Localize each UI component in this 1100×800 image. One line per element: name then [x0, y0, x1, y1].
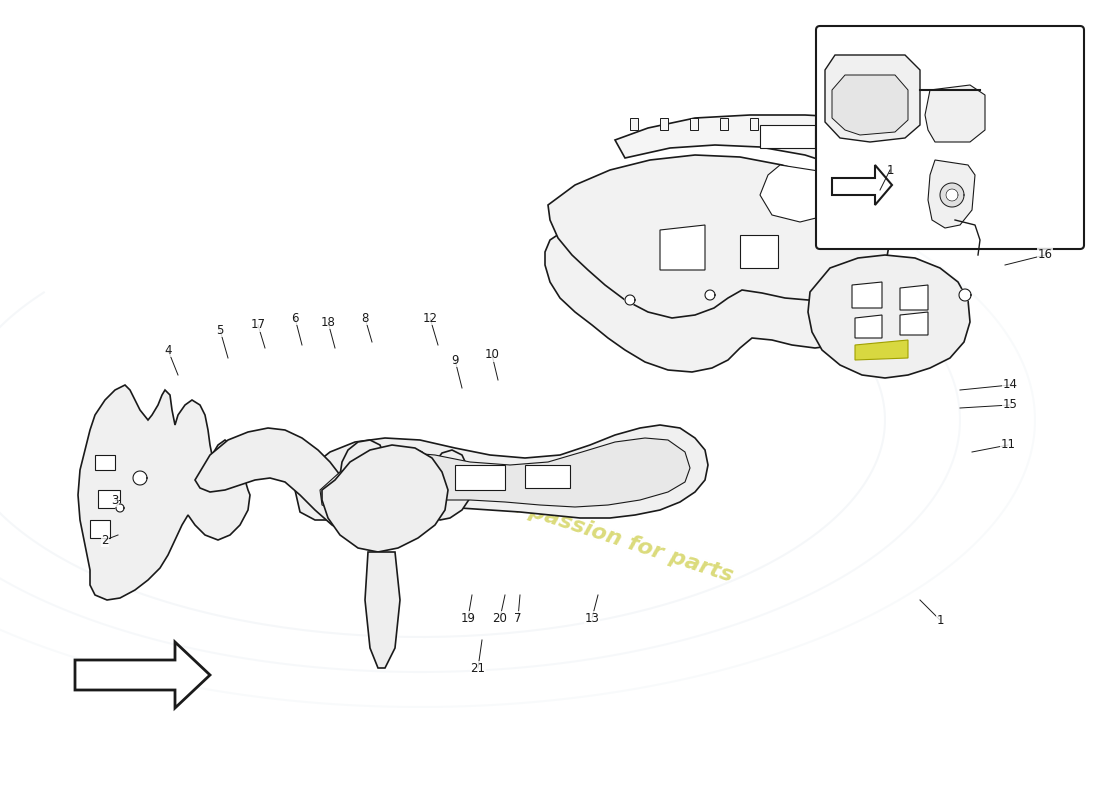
Polygon shape — [630, 118, 638, 130]
Text: 85: 85 — [880, 176, 949, 224]
Polygon shape — [925, 85, 985, 142]
Polygon shape — [705, 290, 715, 300]
Polygon shape — [75, 642, 210, 708]
Polygon shape — [660, 118, 668, 130]
Text: 7: 7 — [515, 611, 521, 625]
Polygon shape — [750, 118, 758, 130]
Polygon shape — [820, 180, 892, 242]
Text: 1: 1 — [936, 614, 944, 626]
Polygon shape — [95, 455, 116, 470]
Polygon shape — [690, 118, 698, 130]
Text: EL: EL — [910, 101, 1016, 179]
Polygon shape — [625, 295, 635, 305]
Text: 3: 3 — [111, 494, 119, 506]
Polygon shape — [850, 118, 858, 130]
Polygon shape — [760, 125, 815, 148]
Text: 19: 19 — [461, 611, 475, 625]
Polygon shape — [959, 289, 971, 301]
Polygon shape — [720, 118, 728, 130]
Text: 16: 16 — [1037, 249, 1053, 262]
Text: 14: 14 — [1002, 378, 1018, 391]
Polygon shape — [195, 428, 472, 538]
Polygon shape — [832, 165, 892, 205]
Text: 13: 13 — [584, 611, 600, 625]
Text: a passion for parts: a passion for parts — [505, 494, 735, 586]
Text: 11: 11 — [1001, 438, 1015, 451]
Text: S: S — [1010, 135, 1062, 205]
Polygon shape — [322, 445, 448, 552]
Polygon shape — [760, 165, 840, 222]
Polygon shape — [855, 315, 882, 338]
Polygon shape — [965, 118, 974, 130]
Polygon shape — [116, 504, 124, 512]
Polygon shape — [832, 75, 908, 135]
Polygon shape — [544, 198, 888, 372]
Text: 20: 20 — [493, 611, 507, 625]
Polygon shape — [660, 225, 705, 270]
Polygon shape — [365, 552, 400, 668]
Text: 9: 9 — [451, 354, 459, 366]
Polygon shape — [90, 520, 110, 538]
Polygon shape — [320, 438, 690, 512]
Polygon shape — [940, 118, 948, 130]
Text: 10: 10 — [485, 349, 499, 362]
Text: 5: 5 — [217, 323, 223, 337]
Polygon shape — [98, 490, 120, 508]
Text: 15: 15 — [1002, 398, 1018, 411]
Polygon shape — [548, 155, 890, 318]
Text: 17: 17 — [251, 318, 265, 331]
Polygon shape — [928, 160, 975, 228]
Polygon shape — [940, 183, 964, 207]
Text: 6: 6 — [292, 311, 299, 325]
Polygon shape — [615, 115, 1015, 248]
Text: 4: 4 — [164, 343, 172, 357]
FancyBboxPatch shape — [816, 26, 1084, 249]
Polygon shape — [900, 285, 928, 310]
Polygon shape — [855, 340, 908, 360]
Polygon shape — [852, 282, 882, 308]
Polygon shape — [990, 118, 998, 130]
Polygon shape — [825, 55, 920, 142]
Text: 2: 2 — [101, 534, 109, 546]
Polygon shape — [78, 385, 250, 600]
Text: 12: 12 — [422, 311, 438, 325]
Text: 18: 18 — [320, 315, 336, 329]
Polygon shape — [910, 118, 918, 130]
Polygon shape — [880, 118, 888, 130]
Polygon shape — [840, 130, 890, 155]
Polygon shape — [946, 189, 958, 201]
Polygon shape — [900, 312, 928, 335]
Polygon shape — [950, 128, 1010, 175]
Polygon shape — [455, 465, 505, 490]
Polygon shape — [808, 255, 970, 378]
Text: 21: 21 — [471, 662, 485, 674]
Polygon shape — [133, 471, 147, 485]
Polygon shape — [525, 465, 570, 488]
Text: 1: 1 — [887, 163, 893, 177]
Polygon shape — [295, 425, 708, 520]
Polygon shape — [740, 235, 778, 268]
Polygon shape — [820, 118, 828, 130]
Text: 8: 8 — [361, 311, 368, 325]
